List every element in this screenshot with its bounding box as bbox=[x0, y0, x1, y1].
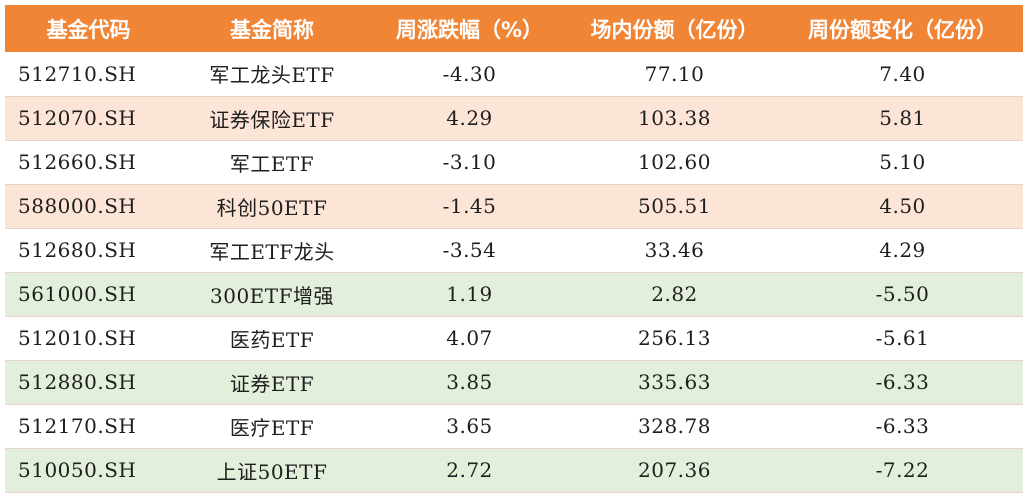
table-row: 512170.SH 医疗ETF 3.65 328.78 -6.33 bbox=[5, 404, 1023, 448]
fund-name-cell: 300ETF增强 bbox=[210, 283, 334, 308]
fund-code-cell: 561000.SH bbox=[18, 282, 137, 306]
shares-cell: 328.78 bbox=[638, 414, 711, 438]
share-change-cell: 4.29 bbox=[879, 238, 926, 262]
share-change-cell: 7.40 bbox=[879, 61, 926, 86]
table-row: 512070.SH 证券保险ETF 4.29 103.38 5.81 bbox=[5, 96, 1023, 140]
weekly-change-cell: 3.65 bbox=[446, 414, 493, 438]
fund-code-cell: 512710.SH bbox=[18, 61, 137, 86]
weekly-change-cell: 4.29 bbox=[446, 106, 493, 130]
etf-share-change-table-container: 基金代码 基金简称 周涨跌幅（%） 场内份额（亿份） 周份额变化（亿份） 512… bbox=[5, 5, 1023, 493]
fund-code-cell: 512170.SH bbox=[18, 414, 137, 438]
shares-cell: 505.51 bbox=[638, 194, 711, 218]
share-change-cell: -7.22 bbox=[875, 458, 930, 482]
fund-code-cell: 512070.SH bbox=[18, 106, 137, 130]
fund-name-cell: 军工ETF bbox=[229, 151, 315, 176]
shares-cell: 335.63 bbox=[638, 370, 711, 394]
weekly-change-cell: -1.45 bbox=[442, 194, 497, 218]
fund-name-cell: 证券保险ETF bbox=[209, 107, 335, 132]
shares-cell: 33.46 bbox=[644, 238, 705, 262]
table-row: 512660.SH 军工ETF -3.10 102.60 5.10 bbox=[5, 140, 1023, 184]
share-change-cell: -6.33 bbox=[875, 414, 930, 438]
fund-code-cell: 512010.SH bbox=[18, 326, 137, 350]
fund-name-cell: 科创50ETF bbox=[216, 195, 328, 220]
shares-cell: 256.13 bbox=[638, 326, 711, 350]
share-change-cell: 5.10 bbox=[879, 150, 926, 174]
fund-code-cell: 510050.SH bbox=[18, 458, 137, 482]
table-header: 基金代码 基金简称 周涨跌幅（%） 场内份额（亿份） 周份额变化（亿份） bbox=[5, 5, 1023, 52]
header-row: 基金代码 基金简称 周涨跌幅（%） 场内份额（亿份） 周份额变化（亿份） bbox=[5, 5, 1023, 52]
table-body: 512710.SH 军工龙头ETF -4.30 77.10 7.40 512070.SH 证… bbox=[5, 52, 1023, 492]
header-shares: 场内份额（亿份） bbox=[590, 17, 759, 42]
shares-cell: 77.10 bbox=[644, 61, 705, 86]
table-row: 512680.SH 军工ETF龙头 -3.54 33.46 4.29 bbox=[5, 228, 1023, 272]
fund-name-cell: 军工龙头ETF bbox=[209, 63, 335, 88]
table-row: 510050.SH 上证50ETF 2.72 207.36 -7.22 bbox=[5, 448, 1023, 492]
header-fund-name: 基金简称 bbox=[230, 17, 314, 42]
table-row: 588000.SH 科创50ETF -1.45 505.51 4.50 bbox=[5, 184, 1023, 228]
table-row: 512010.SH 医药ETF 4.07 256.13 -5.61 bbox=[5, 316, 1023, 360]
shares-cell: 103.38 bbox=[638, 106, 711, 130]
header-share-change: 周份额变化（亿份） bbox=[808, 17, 997, 42]
header-weekly-change: 周涨跌幅（%） bbox=[395, 17, 544, 42]
weekly-change-cell: 4.07 bbox=[446, 326, 493, 350]
share-change-cell: -6.33 bbox=[875, 370, 930, 394]
weekly-change-cell: 2.72 bbox=[446, 458, 493, 482]
weekly-change-cell: -3.10 bbox=[442, 150, 497, 174]
fund-name-cell: 医疗ETF bbox=[229, 415, 315, 440]
etf-share-change-table: 基金代码 基金简称 周涨跌幅（%） 场内份额（亿份） 周份额变化（亿份） 512… bbox=[5, 5, 1023, 493]
shares-cell: 207.36 bbox=[638, 458, 711, 482]
table-row: 512710.SH 军工龙头ETF -4.30 77.10 7.40 bbox=[5, 52, 1023, 96]
table-row: 561000.SH 300ETF增强 1.19 2.82 -5.50 bbox=[5, 272, 1023, 316]
weekly-change-cell: -3.54 bbox=[442, 238, 497, 262]
fund-code-cell: 512680.SH bbox=[18, 238, 137, 262]
share-change-cell: -5.50 bbox=[875, 282, 930, 306]
weekly-change-cell: 3.85 bbox=[446, 370, 493, 394]
share-change-cell: 5.81 bbox=[879, 106, 926, 130]
share-change-cell: 4.50 bbox=[879, 194, 926, 218]
header-fund-code: 基金代码 bbox=[46, 17, 131, 42]
fund-code-cell: 512660.SH bbox=[18, 150, 137, 174]
fund-code-cell: 512880.SH bbox=[18, 370, 137, 394]
weekly-change-cell: 1.19 bbox=[446, 282, 493, 306]
shares-cell: 2.82 bbox=[651, 282, 698, 306]
fund-name-cell: 上证50ETF bbox=[216, 459, 328, 484]
share-change-cell: -5.61 bbox=[875, 326, 930, 350]
fund-code-cell: 588000.SH bbox=[18, 194, 137, 218]
fund-name-cell: 证券ETF bbox=[229, 371, 315, 396]
fund-name-cell: 医药ETF bbox=[229, 327, 315, 352]
shares-cell: 102.60 bbox=[638, 150, 711, 174]
fund-name-cell: 军工ETF龙头 bbox=[209, 239, 335, 264]
weekly-change-cell: -4.30 bbox=[442, 61, 497, 86]
table-row: 512880.SH 证券ETF 3.85 335.63 -6.33 bbox=[5, 360, 1023, 404]
